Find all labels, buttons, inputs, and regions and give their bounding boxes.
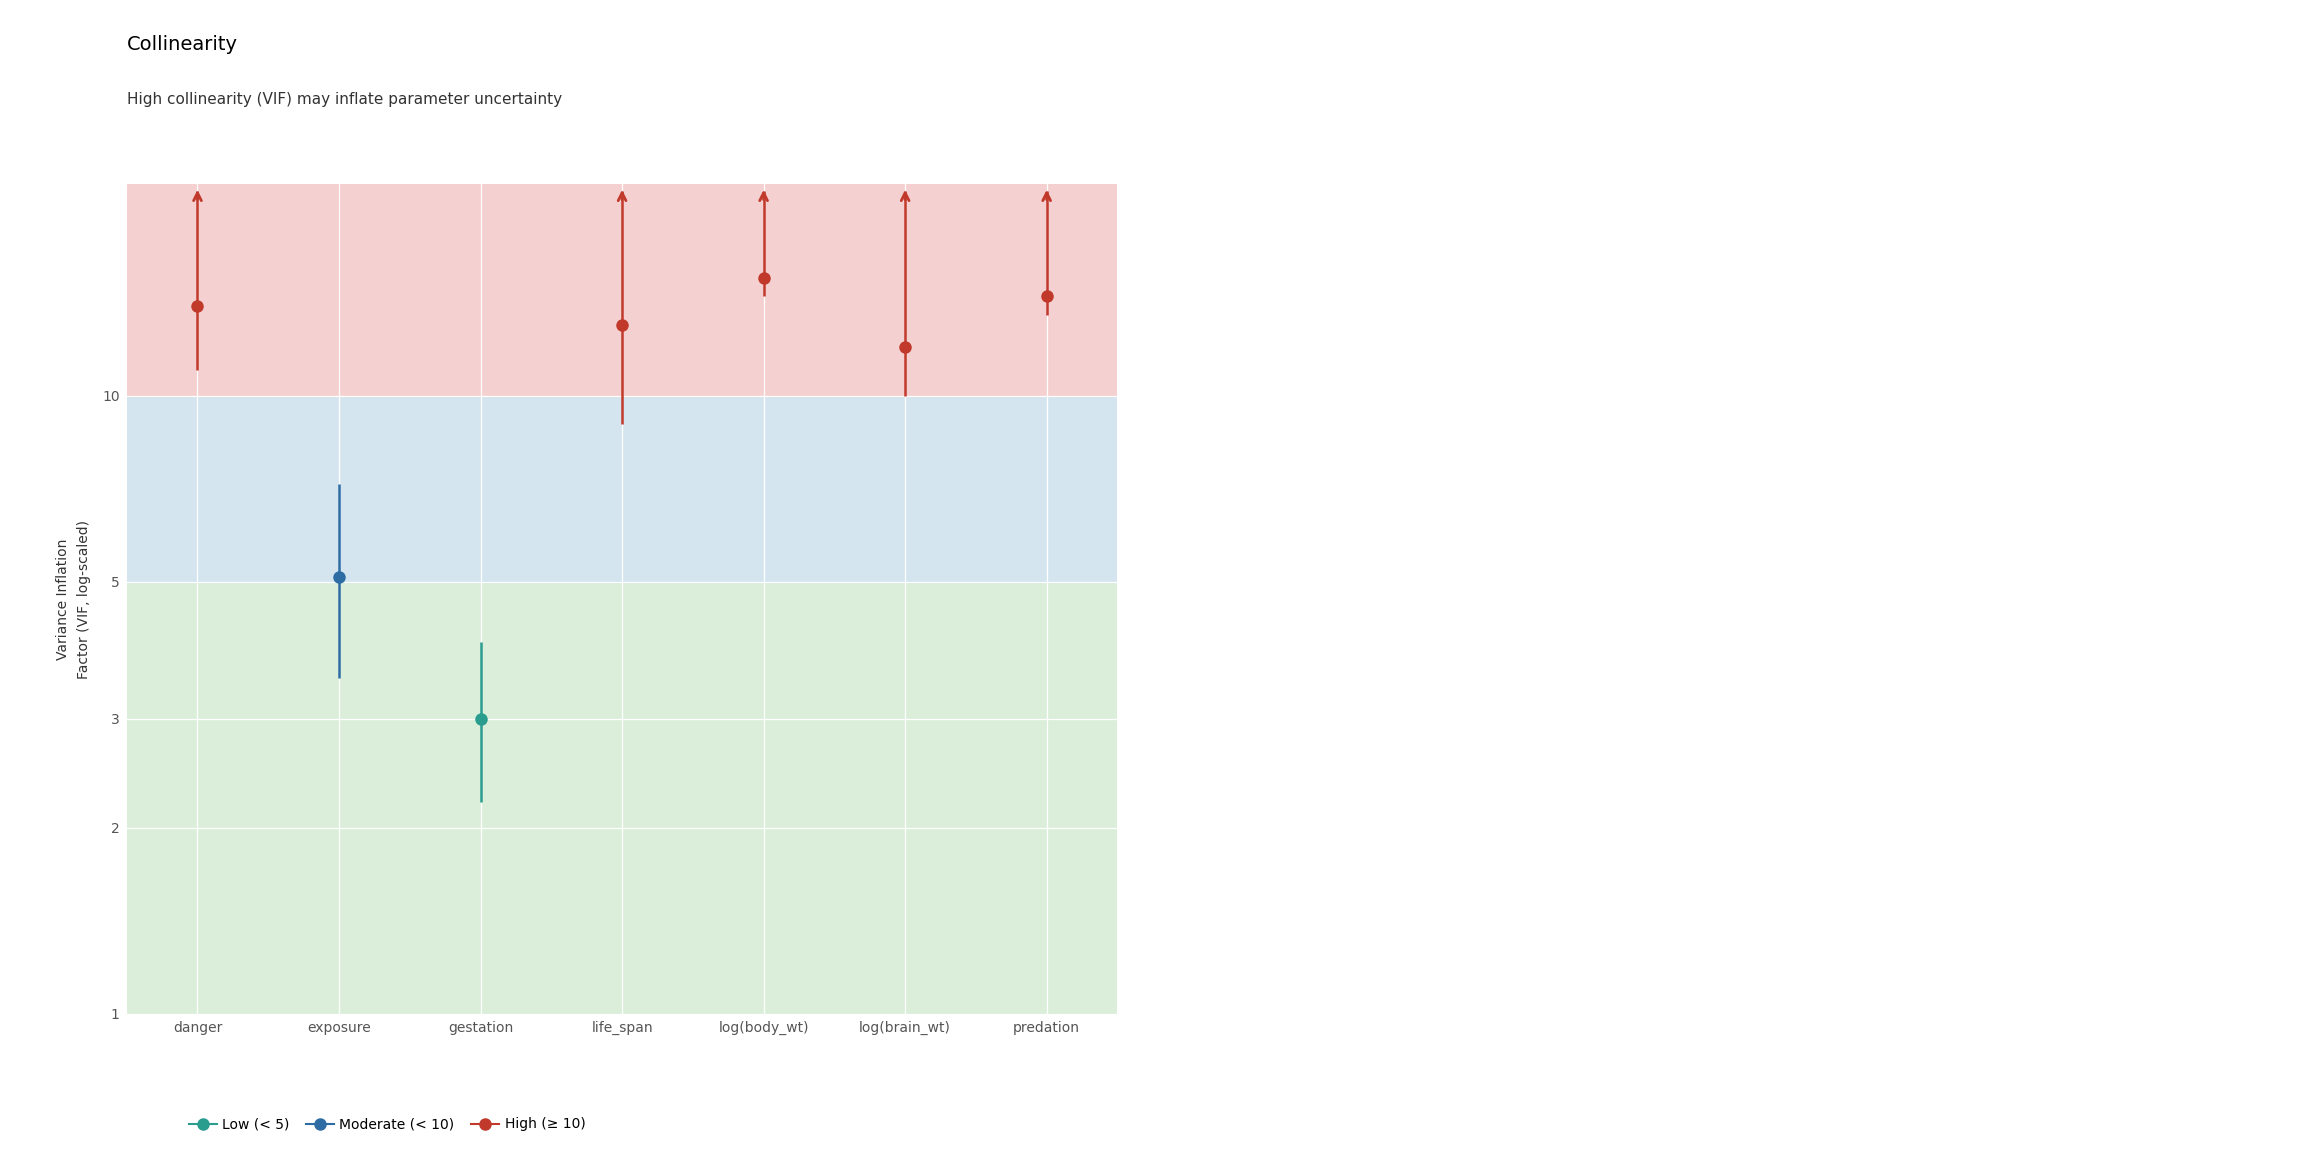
- Text: High collinearity (VIF) may inflate parameter uncertainty: High collinearity (VIF) may inflate para…: [127, 92, 562, 107]
- Y-axis label: Variance Inflation
Factor (VIF, log-scaled): Variance Inflation Factor (VIF, log-scal…: [55, 520, 92, 679]
- Bar: [127, 582, 1117, 1014]
- Bar: [127, 396, 1117, 582]
- Bar: [127, 184, 1117, 396]
- Legend: Low (< 5), Moderate (< 10), High (≥ 10): Low (< 5), Moderate (< 10), High (≥ 10): [184, 1112, 590, 1137]
- Text: Collinearity: Collinearity: [127, 35, 237, 53]
